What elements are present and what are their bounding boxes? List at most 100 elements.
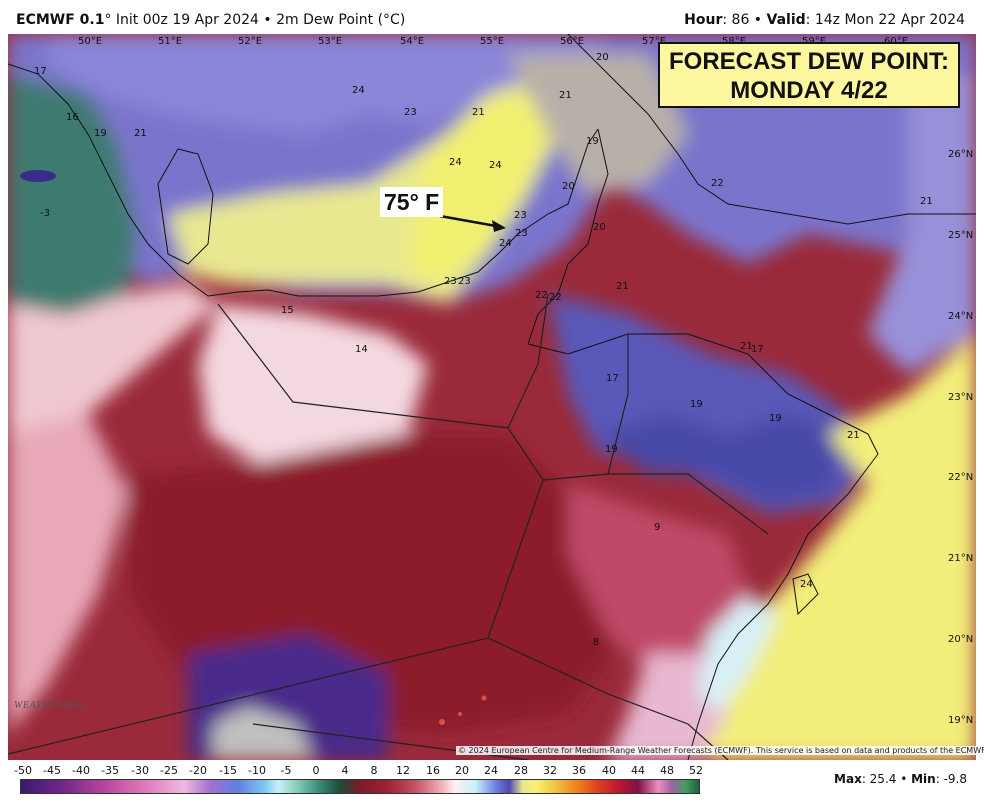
lon-label: 56°E [560,36,584,47]
point-value: 24 [352,85,365,96]
dewpoint-annotation: 75° F [380,187,444,217]
model-suffix: ° [104,12,112,28]
colorbar-tick: 8 [370,764,378,777]
lat-label: 22°N [948,472,973,483]
min-value: -9.8 [943,772,967,786]
max-value: 25.4 [869,772,897,786]
colorbar-tick: 44 [631,764,645,777]
max-label: Max [834,772,862,786]
point-value: 21 [920,196,933,207]
point-value: 24 [499,238,512,249]
map-canvas: 50°E 51°E 52°E 53°E 54°E 55°E 56°E 57°E … [8,34,976,760]
colorbar-tick: -5 [280,764,292,777]
point-value: 21 [740,341,753,352]
lat-label: 20°N [948,634,973,645]
point-value: 20 [562,181,575,192]
point-value: 23 [404,107,417,118]
colorbar-tick: 28 [514,764,528,777]
colorbar-tick: 48 [660,764,674,777]
field-name: 2m Dew Point (°C) [276,12,406,28]
point-value: 20 [593,222,606,233]
colorbar-tick: -30 [131,764,149,777]
forecast-title-box: FORECAST DEW POINT: MONDAY 4/22 [658,42,960,108]
point-value: 16 [66,112,79,123]
colorbar-gradient [20,779,700,794]
cold-spot [20,170,56,182]
weatherbell-logo: WEATHERBELL [14,700,89,711]
header-title: ECMWF 0.1° Init 00z 19 Apr 2024 • 2m Dew… [16,12,406,28]
lon-label: 60°E [884,36,908,47]
colorbar-tick: 40 [602,764,616,777]
copyright-notice: © 2024 European Centre for Medium-Range … [456,746,984,755]
valid-value: 14z Mon 22 Apr 2024 [814,12,965,28]
lat-label: 24°N [948,311,973,322]
point-value: 21 [559,90,572,101]
point-value: 17 [606,373,619,384]
forecast-title-line2: MONDAY 4/22 [730,77,888,104]
point-value: 19 [690,399,703,410]
point-value: 21 [616,281,629,292]
point-value: 8 [593,637,599,648]
point-value: 17 [34,66,47,77]
point-value: 19 [94,128,107,139]
header-valid: Hour: 86 • Valid: 14z Mon 22 Apr 2024 [684,12,965,28]
lat-label: 23°N [948,392,973,403]
lat-label: 19°N [948,715,973,726]
forecast-title-line1: FORECAST DEW POINT: [669,48,949,75]
dewpoint-map: 50°E 51°E 52°E 53°E 54°E 55°E 56°E 57°E … [8,34,976,760]
point-value: 22 [535,290,548,301]
colorbar-tick: -50 [14,764,32,777]
hotspot-dot [439,719,445,725]
colorbar-tick: -15 [219,764,237,777]
point-value: 23 [515,228,528,239]
point-value: 21 [847,430,860,441]
model-name: ECMWF 0.1 [16,12,105,28]
point-value: 23 [514,210,527,221]
point-value: 21 [472,107,485,118]
lon-label: 55°E [480,36,504,47]
point-value: 23 [458,276,471,287]
point-value: 19 [605,444,618,455]
point-value: 9 [654,522,660,533]
lon-label: 51°E [158,36,182,47]
colorbar-tick: 20 [455,764,469,777]
colorbar-tick: 24 [484,764,498,777]
colorbar-tick: -40 [72,764,90,777]
colorbar-tick: -20 [189,764,207,777]
init-time: Init 00z 19 Apr 2024 [115,12,259,28]
colorbar-tick: -35 [101,764,119,777]
min-label: Min [911,772,936,786]
lon-label: 53°E [318,36,342,47]
point-value: 17 [751,344,764,355]
coastlines [8,34,976,760]
hotspot-dot [458,712,462,716]
colorbar-tick: 52 [689,764,703,777]
colorbar-tick: 16 [426,764,440,777]
header-bar: ECMWF 0.1° Init 00z 19 Apr 2024 • 2m Dew… [0,0,984,34]
colorbar-tick: 36 [572,764,586,777]
colorbar-tick: -45 [43,764,61,777]
colorbar-tick: -25 [160,764,178,777]
valid-label: Valid [766,12,806,28]
colorbar: -50 -45 -40 -35 -30 -25 -20 -15 -10 -5 0… [14,764,703,804]
point-value: 19 [769,413,782,424]
lon-label: 57°E [642,36,666,47]
point-value: 19 [586,136,599,147]
point-value: -3 [40,208,50,219]
lon-label: 54°E [400,36,424,47]
lon-label: 50°E [78,36,102,47]
point-value: 24 [800,579,813,590]
colorbar-tick: 4 [341,764,349,777]
field-shading [8,34,976,760]
latitude-labels: 26°N 25°N 24°N 23°N 22°N 21°N 20°N 19°N [948,149,973,726]
colorbar-tick: -10 [248,764,266,777]
colorbar-ticks: -50 -45 -40 -35 -30 -25 -20 -15 -10 -5 0… [14,764,703,778]
hour-label: Hour [684,12,723,28]
field-stats: Max: 25.4 • Min: -9.8 [834,772,967,786]
longitude-labels: 50°E 51°E 52°E 53°E 54°E 55°E 56°E 57°E … [78,36,908,47]
colorbar-tick: 12 [396,764,410,777]
point-value: 14 [355,344,368,355]
point-value: 23 [444,276,457,287]
lon-label: 59°E [802,36,826,47]
point-value: 24 [449,157,462,168]
